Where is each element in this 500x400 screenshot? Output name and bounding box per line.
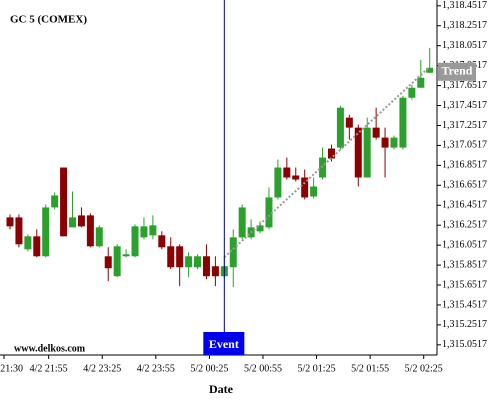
candle-body bbox=[176, 246, 184, 268]
candle-body bbox=[51, 195, 59, 208]
candle-body bbox=[390, 137, 398, 148]
candle-body bbox=[327, 148, 335, 159]
x-tick-label: 4/2 21:30 bbox=[0, 363, 23, 374]
candle-body bbox=[417, 77, 425, 88]
candle-body bbox=[399, 97, 407, 148]
candle-body bbox=[310, 186, 318, 197]
candle-body bbox=[372, 127, 380, 138]
candle-body bbox=[265, 197, 273, 228]
y-tick-label: 1,316.4517 bbox=[442, 200, 487, 211]
y-tick-label: 1,315.4517 bbox=[442, 299, 487, 310]
trend-line bbox=[223, 66, 431, 259]
event-label: Event bbox=[209, 337, 239, 351]
candle-body bbox=[33, 236, 41, 257]
candle-body bbox=[24, 236, 32, 250]
x-axis-title: Date bbox=[209, 382, 234, 396]
candle-body bbox=[229, 237, 237, 268]
candle-body bbox=[95, 227, 103, 247]
candle-body bbox=[238, 207, 246, 238]
trend-label-box bbox=[438, 62, 476, 81]
candle-body bbox=[345, 117, 353, 128]
event-label-box bbox=[203, 332, 245, 355]
candle-body bbox=[381, 137, 389, 148]
chart-title: GC 5 (COMEX) bbox=[10, 14, 87, 26]
y-tick-label: 1,317.4517 bbox=[442, 100, 487, 111]
y-tick-label: 1,316.0517 bbox=[442, 239, 487, 250]
y-tick-label: 1,317.2517 bbox=[442, 120, 487, 131]
x-tick-label: 5/2 00:55 bbox=[244, 363, 282, 374]
candle-body bbox=[77, 215, 85, 227]
y-tick-label: 1,318.0517 bbox=[442, 40, 487, 51]
candle-body bbox=[42, 207, 50, 257]
y-tick-label: 1,315.8517 bbox=[442, 259, 487, 270]
candle-body bbox=[131, 226, 139, 257]
candle-body bbox=[283, 167, 291, 178]
candle-body bbox=[274, 167, 282, 198]
y-tick-label: 1,315.0517 bbox=[442, 339, 487, 350]
candle-body bbox=[211, 266, 219, 277]
candle-body bbox=[104, 256, 112, 269]
candle-body bbox=[194, 256, 202, 268]
x-tick-label: 4/2 23:25 bbox=[83, 363, 121, 374]
x-tick-label: 4/2 23:55 bbox=[137, 363, 175, 374]
y-tick-label: 1,315.2517 bbox=[442, 319, 487, 330]
candle-body bbox=[140, 226, 148, 238]
x-tick-label: 5/2 00:25 bbox=[190, 363, 228, 374]
x-tick-label: 4/2 21:55 bbox=[30, 363, 68, 374]
x-tick-label: 5/2 01:55 bbox=[351, 363, 389, 374]
y-tick-label: 1,316.6517 bbox=[442, 180, 487, 191]
plot-area bbox=[6, 47, 434, 288]
candle-body bbox=[202, 256, 210, 277]
candle-body bbox=[149, 225, 157, 236]
candle-body bbox=[292, 175, 300, 180]
candle-body bbox=[354, 127, 362, 178]
candle-body bbox=[113, 246, 121, 277]
y-tick-label: 1,315.6517 bbox=[442, 279, 487, 290]
y-tick-label: 1,317.0517 bbox=[442, 140, 487, 151]
candle-body bbox=[408, 87, 416, 98]
candle-body bbox=[15, 217, 23, 245]
candle-body bbox=[6, 217, 14, 227]
y-tick-label: 1,317.6517 bbox=[442, 80, 487, 91]
y-tick-label: 1,316.8517 bbox=[442, 160, 487, 171]
candle-body bbox=[167, 246, 175, 268]
candle-body bbox=[86, 215, 94, 247]
y-tick-label: 1,318.4517 bbox=[442, 0, 487, 11]
candle-body bbox=[69, 217, 77, 228]
candle-body bbox=[336, 107, 344, 148]
trend-label: Trend bbox=[442, 64, 473, 78]
candle-body bbox=[60, 167, 68, 237]
candle-body bbox=[158, 235, 166, 248]
x-tick-label: 5/2 02:25 bbox=[405, 363, 443, 374]
candle-body bbox=[426, 67, 434, 73]
candle-body bbox=[185, 256, 193, 268]
x-tick-label: 5/2 01:25 bbox=[298, 363, 336, 374]
candle-body bbox=[363, 127, 371, 178]
candle-body bbox=[122, 254, 130, 257]
y-tick-label: 1,318.2517 bbox=[442, 20, 487, 31]
y-tick-label: 1,316.2517 bbox=[442, 219, 487, 230]
watermark: www.delkos.com bbox=[14, 343, 86, 354]
candle-body bbox=[256, 225, 264, 232]
candle-body bbox=[301, 177, 309, 198]
